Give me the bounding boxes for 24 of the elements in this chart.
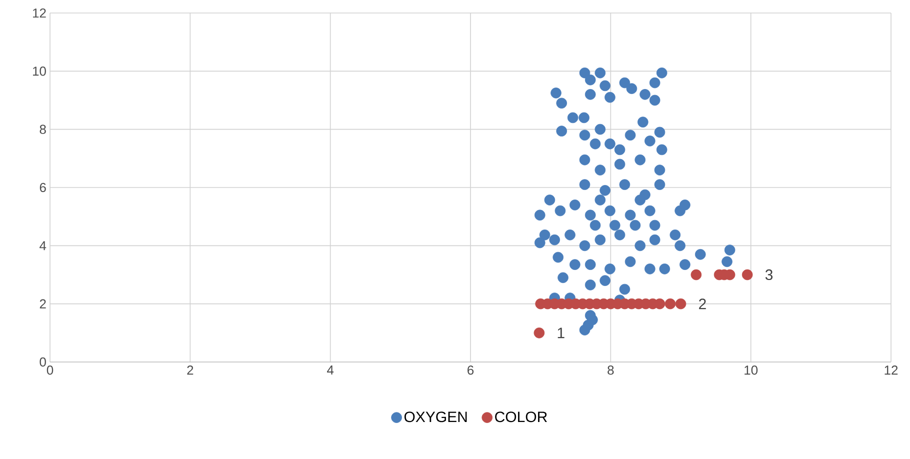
point	[675, 298, 686, 310]
y-tick-label: 4	[40, 241, 46, 250]
y-tick-label: 8	[40, 124, 46, 134]
x-tick-label: 12	[884, 366, 898, 375]
annotation: 1	[558, 328, 564, 338]
y-tick-label: 6	[40, 182, 46, 192]
y-tick-label: 2	[40, 299, 46, 308]
point	[534, 328, 545, 338]
x-tick-label: 4	[327, 366, 334, 374]
point	[664, 298, 676, 310]
legend-label: COLOR	[495, 412, 547, 422]
y-tick-label: 0	[40, 357, 46, 367]
annotation: 2	[699, 298, 706, 310]
x-tick-label: 10	[744, 366, 758, 375]
x-tick-label: 0	[46, 366, 54, 375]
point	[742, 269, 753, 280]
legend-label: OXYGEN	[404, 412, 467, 422]
y-tick-label: 12	[33, 8, 46, 18]
x-tick-label: 8	[608, 366, 614, 375]
point	[690, 269, 702, 280]
x-tick-label: 6	[468, 366, 474, 375]
y-tick-label: 10	[33, 66, 46, 76]
x-tick-label: 2	[187, 366, 194, 375]
annotation: 3	[765, 269, 773, 280]
